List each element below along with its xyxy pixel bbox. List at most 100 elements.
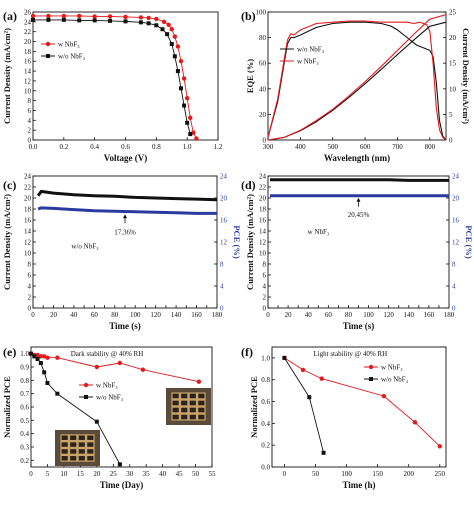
x-tick-label: 45: [176, 470, 184, 478]
plot-frame: [32, 11, 219, 141]
y-tick-label: 0.5: [20, 417, 29, 425]
x-tick-label: 10: [60, 470, 68, 478]
legend-marker: [83, 382, 89, 388]
data-point: [321, 450, 326, 455]
photo-cell: [198, 400, 205, 406]
y-tick-label: 26: [24, 9, 32, 17]
x-tick-label: 80: [111, 311, 119, 319]
y2-tick-label: 16: [452, 217, 460, 225]
x-tick-label: 40: [159, 470, 167, 478]
y-tick-label: 14: [24, 68, 32, 76]
x-tick-label: 800: [425, 143, 436, 151]
x-tick-label: 60: [325, 311, 333, 319]
series-line: [33, 19, 191, 135]
data-point: [437, 444, 442, 449]
panel-label-d: (d): [241, 178, 256, 192]
data-point: [161, 19, 167, 25]
panel-c: (c)0 20 40 60 80 100 120 140 160 1800246810121416…: [2, 173, 242, 332]
photo-cell: [70, 442, 77, 447]
x-tick-label: 600: [360, 143, 371, 151]
annotation-value: 17.36%: [114, 228, 136, 236]
data-point: [381, 393, 387, 399]
photo-cell: [61, 449, 68, 454]
photo-cell: [87, 449, 94, 454]
data-point: [77, 13, 82, 19]
y-tick-label: 6: [28, 272, 32, 280]
data-point: [185, 120, 190, 125]
y-tick-label: 8: [263, 261, 267, 269]
y-tick-label: 0.0: [261, 464, 270, 472]
legend-label: w NbF₃: [297, 58, 319, 66]
y-tick-label: 12: [24, 77, 32, 85]
panel-d: (d)0 20 40 60 80 100 120 140 160 1800246810121416…: [241, 173, 474, 332]
x-tick-label: 100: [363, 311, 374, 319]
legend-label: w/o NbF₃: [96, 394, 124, 402]
y-tick-label: 24: [259, 173, 267, 181]
y-tick-label: 0.9: [20, 364, 29, 372]
x-tick-label: 25: [110, 470, 118, 478]
data-point: [117, 462, 122, 467]
x-axis-label: Time (s): [343, 321, 375, 331]
y-tick-label: 18: [24, 206, 32, 214]
x-tick-label: 1.0: [183, 143, 192, 151]
y-tick-label: 60: [259, 60, 267, 68]
x-axis-label: Time (h): [342, 480, 375, 490]
photo-cell: [172, 414, 179, 420]
photo-cell: [181, 393, 188, 399]
data-point: [140, 367, 146, 372]
plot-frame: [271, 346, 447, 468]
x-tick-label: 160: [191, 311, 202, 319]
y-tick-label: 0: [263, 137, 267, 145]
panel-label-e: (e): [3, 345, 16, 359]
x-axis-label: Time (Day): [100, 480, 144, 490]
y2-tick-label: 12: [452, 239, 460, 247]
y2-tick-label: 20: [220, 195, 228, 203]
data-point: [196, 379, 202, 384]
x-axis-label: Voltage (V): [104, 153, 147, 163]
series-line: [284, 357, 441, 447]
y-tick-label: 0.7: [20, 390, 29, 398]
data-point: [146, 15, 151, 21]
data-point: [38, 361, 43, 365]
y2-tick-label: 16: [220, 217, 228, 225]
y-tick-label: 16: [24, 217, 32, 225]
data-point: [165, 32, 170, 37]
data-point: [94, 419, 99, 424]
x-tick-label: 0.2: [59, 143, 68, 151]
y2-tick-label: 0: [449, 137, 453, 145]
data-point: [92, 18, 97, 23]
x-tick-label: 150: [372, 470, 383, 478]
annotation-arrowhead: [356, 197, 361, 202]
y-tick-label: 0: [28, 305, 32, 313]
data-point: [32, 354, 37, 359]
y-tick-label: 4: [28, 117, 32, 125]
x-tick-label: 0.0: [29, 143, 38, 151]
y2-axis-label: Current Density (mA/cm²): [461, 28, 471, 124]
plot-frame: [267, 11, 447, 141]
legend-label: w/o NbF₃: [381, 376, 409, 384]
data-point: [319, 376, 324, 381]
chart-title: Light stability @ 40% RH: [313, 350, 387, 358]
photo-cell: [78, 442, 85, 447]
data-point: [117, 360, 123, 366]
data-point: [307, 395, 312, 400]
x-tick-label: 20: [285, 311, 293, 319]
y-tick-label: 18: [259, 206, 267, 214]
y-tick-label: 1.0: [261, 354, 270, 362]
y-tick-label: 10: [24, 250, 32, 258]
data-point: [46, 17, 51, 22]
x-tick-label: 30: [126, 470, 134, 478]
panel-a: (a)0.0 0.2 0.4 0.6 0.8 1.0 1.20246810121416182…: [2, 9, 223, 164]
panel-label-f: (f): [241, 345, 253, 359]
y-tick-label: 12: [24, 239, 32, 247]
photo-cell: [198, 407, 205, 413]
y-axis-label: Current Density (mA/cm²): [2, 194, 12, 290]
x-axis-label: Time (s): [109, 321, 141, 331]
y-tick-label: 1.0: [20, 350, 29, 358]
y-tick-label: 0.2: [261, 442, 270, 450]
photo-cell: [189, 400, 196, 406]
photo-cell: [189, 407, 196, 413]
y-tick-label: 14: [24, 228, 32, 236]
y-tick-label: 0.4: [261, 420, 270, 428]
